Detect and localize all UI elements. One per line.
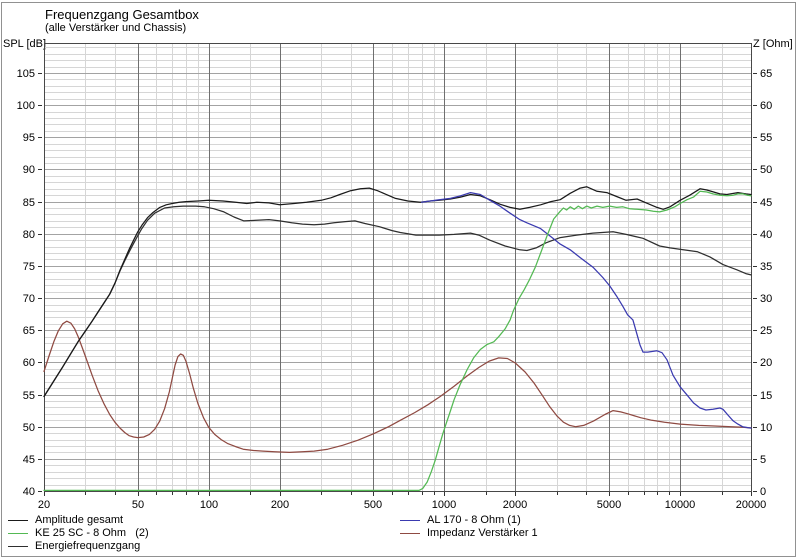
x-tick-label: 200 xyxy=(271,499,289,511)
legend-label: AL 170 - 8 Ohm (1) xyxy=(427,514,521,526)
x-tick-label: 20000 xyxy=(736,499,767,511)
y-right-tick-label: 30 xyxy=(760,293,772,305)
legend-item: Impedanz Verstärker 1 xyxy=(400,527,538,540)
y-right-tick-label: 5 xyxy=(760,454,766,466)
y-left-tick-label: 40 xyxy=(23,486,35,498)
legend-item: Energiefrequenzgang xyxy=(8,540,149,553)
y-right-tick-label: 25 xyxy=(760,325,772,337)
y-left-tick-label: 50 xyxy=(23,422,35,434)
legend-label: Energiefrequenzgang xyxy=(35,540,141,552)
series-impedanz-verst-rker-1 xyxy=(43,320,752,454)
legend-label: Impedanz Verstärker 1 xyxy=(427,527,538,539)
y-right-tick-label: 60 xyxy=(760,100,772,112)
grid-major xyxy=(44,43,751,491)
x-tick-label: 1000 xyxy=(432,499,456,511)
legend-item: Amplitude gesamt xyxy=(8,514,149,527)
y-right-tick-label: 15 xyxy=(760,390,772,402)
series-al-170-8-ohm-1 xyxy=(420,191,752,429)
left-axis-title: SPL [dB] xyxy=(3,38,47,50)
y-left-tick-label: 60 xyxy=(23,357,35,369)
y-right-tick-label: 10 xyxy=(760,422,772,434)
legend-item: KE 25 SC - 8 Ohm (2) xyxy=(8,527,149,540)
series-amplitude-gesamt xyxy=(43,186,752,398)
y-left-tick-label: 90 xyxy=(23,164,35,176)
series-ke-25-sc-8-ohm-2 xyxy=(43,190,752,492)
y-left-tick-label: 45 xyxy=(23,454,35,466)
x-tick-label: 500 xyxy=(364,499,382,511)
legend-line-sample xyxy=(8,533,28,534)
legend-label: Amplitude gesamt xyxy=(35,514,124,526)
y-left-tick-label: 55 xyxy=(23,390,35,402)
y-right-tick-label: 45 xyxy=(760,197,772,209)
x-tick-label: 50 xyxy=(132,499,144,511)
y-right-tick-label: 55 xyxy=(760,132,772,144)
legend-line-sample xyxy=(8,520,28,521)
right-axis-title: Z [Ohm] xyxy=(753,38,793,50)
legend-column-2: AL 170 - 8 Ohm (1) Impedanz Verstärker 1 xyxy=(400,514,538,540)
y-right-tick-label: 50 xyxy=(760,164,772,176)
y-left-tick-label: 95 xyxy=(23,132,35,144)
legend-label: KE 25 SC - 8 Ohm (2) xyxy=(35,527,149,539)
x-tick-label: 5000 xyxy=(597,499,621,511)
y-right-tick-label: 40 xyxy=(760,229,772,241)
y-left-tick-label: 105 xyxy=(17,68,35,80)
y-right-tick-label: 20 xyxy=(760,357,772,369)
legend-line-sample xyxy=(8,546,28,547)
x-tick-label: 10000 xyxy=(665,499,696,511)
axis-ticks xyxy=(38,73,757,496)
y-left-tick-label: 85 xyxy=(23,197,35,209)
y-left-tick-label: 65 xyxy=(23,325,35,337)
legend-column-1: Amplitude gesamt KE 25 SC - 8 Ohm (2) Ener… xyxy=(8,514,149,553)
legend-line-sample xyxy=(400,520,420,521)
y-left-tick-label: 80 xyxy=(23,229,35,241)
x-tick-label: 20 xyxy=(38,499,50,511)
legend-item: AL 170 - 8 Ohm (1) xyxy=(400,514,538,527)
legend-line-sample xyxy=(400,533,420,534)
y-left-tick-label: 70 xyxy=(23,293,35,305)
y-left-tick-label: 100 xyxy=(17,100,35,112)
y-right-tick-label: 65 xyxy=(760,68,772,80)
chart-subtitle: (alle Verstärker und Chassis) xyxy=(45,22,187,34)
y-right-tick-label: 35 xyxy=(760,261,772,273)
x-tick-label: 2000 xyxy=(503,499,527,511)
axis-tick-labels: 40 45 50 55 60 65 70 75 80 85 90 95 100 105 0 5 10 15 20 25… xyxy=(17,68,773,511)
chart-title: Frequenzgang Gesamtbox xyxy=(45,7,199,22)
x-tick-label: 100 xyxy=(200,499,218,511)
y-right-tick-label: 0 xyxy=(760,486,766,498)
y-left-tick-label: 75 xyxy=(23,261,35,273)
plot-frame xyxy=(44,43,752,492)
